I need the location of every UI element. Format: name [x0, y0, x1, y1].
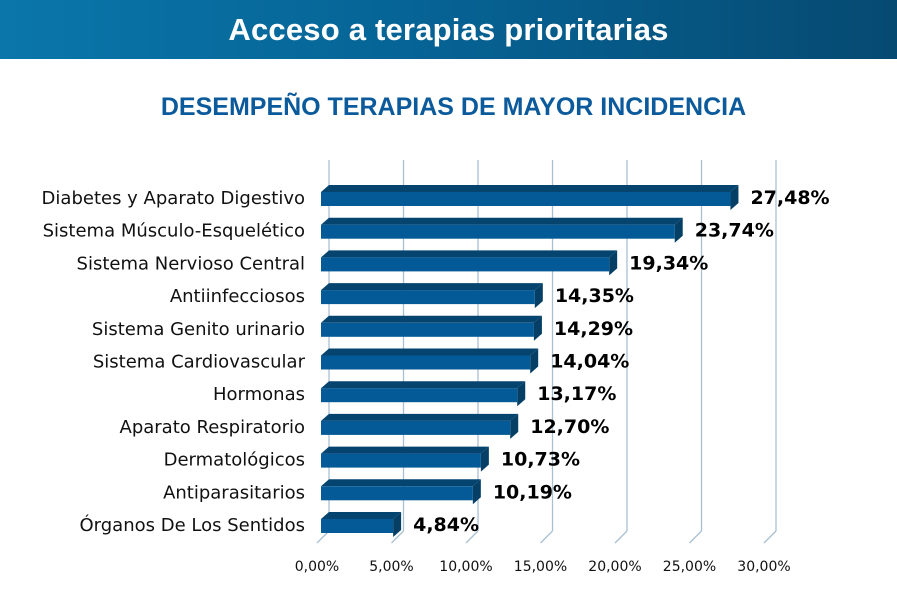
bar: [321, 519, 394, 533]
bar-top-face: [321, 250, 618, 258]
header-banner: Acceso a terapias prioritarias: [0, 0, 897, 59]
bar-side-face: [510, 413, 519, 439]
bar-top-face: [321, 185, 739, 192]
bar-top-face: [321, 348, 539, 356]
value-label: 23,74%: [695, 220, 774, 242]
bar-side-face: [472, 479, 481, 505]
bar-top-face: [321, 413, 519, 421]
x-tick-label: 10,00%: [439, 559, 492, 575]
category-label: Aparato Respiratorio: [120, 417, 305, 438]
gridline-floor: [465, 530, 479, 544]
bar-side-face: [674, 217, 683, 243]
gridline-floor: [540, 530, 553, 544]
bar-side-face: [609, 250, 618, 276]
gridline-floor: [614, 530, 628, 544]
bar-side-face: [730, 185, 739, 210]
bar-side-face: [534, 283, 543, 309]
bar-layer: [321, 185, 739, 537]
value-label: 10,73%: [501, 449, 580, 471]
bar-side-face: [480, 446, 489, 472]
x-tick-label: 0,00%: [295, 559, 339, 575]
bar-top-face: [321, 512, 402, 519]
gridline-floor: [689, 530, 702, 544]
bar-side-face: [533, 315, 542, 341]
value-label: 4,84%: [413, 514, 479, 536]
bar: [321, 224, 675, 239]
bar-top-face: [321, 315, 542, 323]
bar-top-face: [321, 479, 481, 487]
bar: [321, 257, 610, 272]
bar-top-face: [321, 446, 489, 454]
value-label: 19,34%: [629, 252, 708, 274]
value-label: 13,17%: [537, 383, 616, 405]
gridline-floor: [391, 530, 404, 544]
bar: [321, 486, 473, 501]
value-label: 12,70%: [530, 416, 609, 438]
bar-top-face: [321, 217, 683, 225]
label-layer: 0,00% 5,00% 10,00% 15,00% 20,00% 25,00% 30,00%…: [42, 187, 830, 575]
x-tick-label: 15,00%: [514, 559, 567, 575]
bar: [321, 322, 534, 337]
value-label: 10,19%: [493, 481, 572, 503]
category-label: Antiparasitarios: [163, 482, 305, 503]
bar: [321, 290, 535, 305]
bar-side-face: [393, 512, 402, 537]
value-label: 14,29%: [554, 318, 633, 340]
bar-side-face: [517, 381, 526, 407]
bar-top-face: [321, 283, 543, 291]
bar: [321, 420, 511, 435]
value-label: 14,04%: [550, 351, 629, 373]
category-label: Sistema Músculo-Esquelético: [43, 221, 305, 242]
category-label: Hormonas: [213, 384, 305, 405]
x-tick-label: 5,00%: [369, 559, 413, 575]
x-tick-label: 30,00%: [737, 559, 790, 575]
bar: [321, 192, 731, 206]
category-label: Antiinfecciosos: [170, 286, 305, 307]
chart-title: DESEMPEÑO TERAPIAS DE MAYOR INCIDENCIA: [160, 93, 747, 121]
category-label: Sistema Genito urinario: [92, 319, 305, 340]
bar: [321, 355, 531, 370]
value-label: 27,48%: [750, 187, 829, 209]
category-label: Órganos De Los Sentidos: [80, 514, 306, 536]
value-label: 14,35%: [555, 285, 634, 307]
bar: [321, 453, 481, 468]
bar-top-face: [321, 381, 526, 389]
category-label: Dermatológicos: [164, 450, 305, 471]
x-tick-label: 20,00%: [588, 559, 641, 575]
page-title: Acceso a terapias prioritarias: [228, 11, 669, 47]
gridline-floor: [763, 530, 777, 544]
x-tick-label: 25,00%: [663, 559, 716, 575]
category-label: Diabetes y Aparato Digestivo: [42, 188, 305, 209]
category-label: Sistema Nervioso Central: [77, 253, 305, 274]
bar: [321, 388, 518, 403]
category-label: Sistema Cardiovascular: [93, 352, 306, 373]
bar-side-face: [530, 348, 539, 374]
